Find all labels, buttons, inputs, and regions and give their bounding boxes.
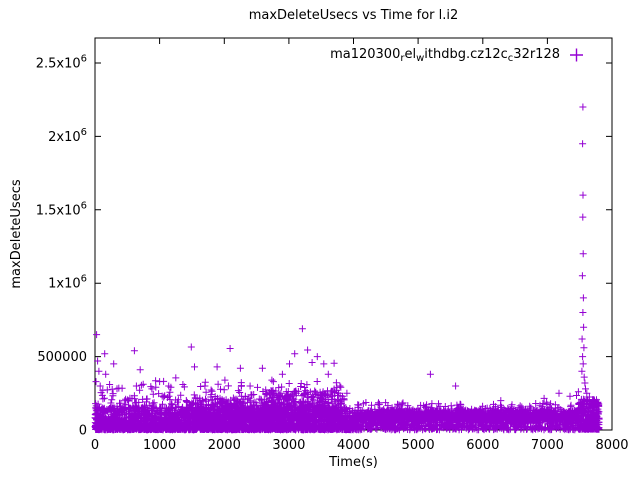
y-tick-label: 2x106 <box>48 127 87 145</box>
x-axis-label: Time(s) <box>329 455 378 470</box>
legend-label-segment: el <box>404 47 417 62</box>
y-tick-label: 2.5x106 <box>36 54 87 72</box>
x-tick-label: 2000 <box>208 438 241 453</box>
x-tick-label: 0 <box>91 438 99 453</box>
x-tick-label: 1000 <box>143 438 176 453</box>
x-tick-label: 4000 <box>337 438 370 453</box>
legend-label-subscript: w <box>416 53 425 64</box>
plot-border <box>94 37 613 431</box>
legend-plus-marker-icon <box>570 48 583 61</box>
y-tick-label: 1x106 <box>48 274 87 292</box>
x-tick-label: 5000 <box>402 438 435 453</box>
legend-label-segment: 32r128 <box>513 47 560 62</box>
x-tick-label: 8000 <box>595 438 628 453</box>
scatter-points <box>91 103 603 434</box>
legend: ma120300relwithdbg.cz12cc32r128 <box>330 47 584 64</box>
legend-label-segment: ma120300 <box>330 47 401 62</box>
y-tick-label: 0 <box>79 424 87 439</box>
chart-title: maxDeleteUsecs vs Time for l.i2 <box>248 8 459 23</box>
y-tick-label: 500000 <box>37 350 87 365</box>
x-tick-label: 6000 <box>466 438 499 453</box>
x-tick-label: 7000 <box>531 438 564 453</box>
legend-series-label: ma120300relwithdbg.cz12cc32r128 <box>330 47 560 64</box>
legend-label-subscript: c <box>507 53 514 64</box>
x-tick-label: 3000 <box>272 438 305 453</box>
legend-label-segment: ithdbg.cz12c <box>424 47 508 62</box>
legend-label-subscript: r <box>400 53 405 64</box>
y-tick-label: 1.5x106 <box>36 200 87 218</box>
axis-ticks <box>94 38 613 431</box>
scatter-points <box>92 376 582 424</box>
